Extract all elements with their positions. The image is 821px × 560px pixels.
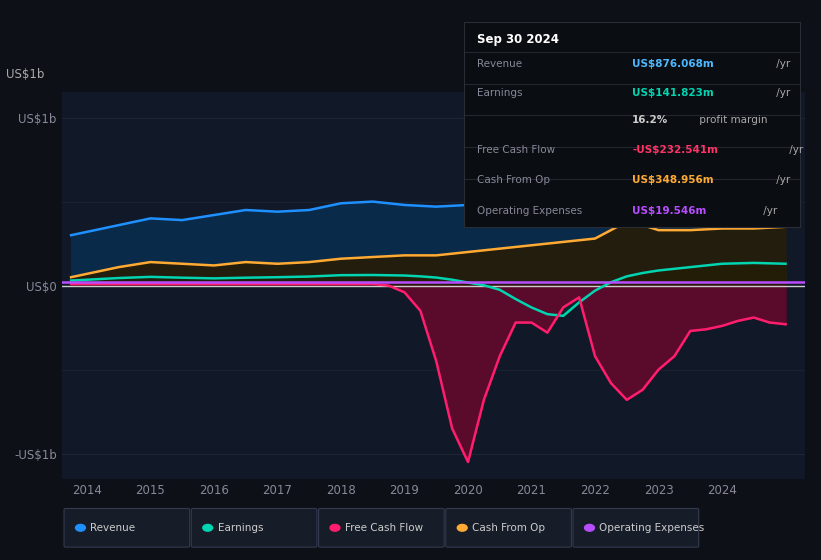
Text: profit margin: profit margin	[696, 115, 768, 125]
Text: Operating Expenses: Operating Expenses	[477, 207, 583, 216]
Text: /yr: /yr	[773, 59, 790, 69]
Text: 16.2%: 16.2%	[632, 115, 668, 125]
Text: Free Cash Flow: Free Cash Flow	[477, 145, 556, 155]
Text: /yr: /yr	[773, 175, 790, 185]
Text: Free Cash Flow: Free Cash Flow	[345, 523, 423, 533]
Text: US$1b: US$1b	[6, 68, 44, 81]
Text: /yr: /yr	[760, 207, 777, 216]
Text: US$348.956m: US$348.956m	[632, 175, 713, 185]
Text: US$19.546m: US$19.546m	[632, 207, 707, 216]
Text: Cash From Op: Cash From Op	[477, 175, 550, 185]
Text: US$876.068m: US$876.068m	[632, 59, 714, 69]
Text: Earnings: Earnings	[218, 523, 263, 533]
Text: Revenue: Revenue	[90, 523, 135, 533]
Text: Cash From Op: Cash From Op	[472, 523, 545, 533]
Text: Sep 30 2024: Sep 30 2024	[477, 32, 559, 45]
Text: /yr: /yr	[786, 145, 803, 155]
Text: -US$232.541m: -US$232.541m	[632, 145, 718, 155]
Text: /yr: /yr	[773, 88, 790, 98]
Text: Operating Expenses: Operating Expenses	[599, 523, 704, 533]
Text: Earnings: Earnings	[477, 88, 523, 98]
Text: Revenue: Revenue	[477, 59, 522, 69]
Text: US$141.823m: US$141.823m	[632, 88, 714, 98]
